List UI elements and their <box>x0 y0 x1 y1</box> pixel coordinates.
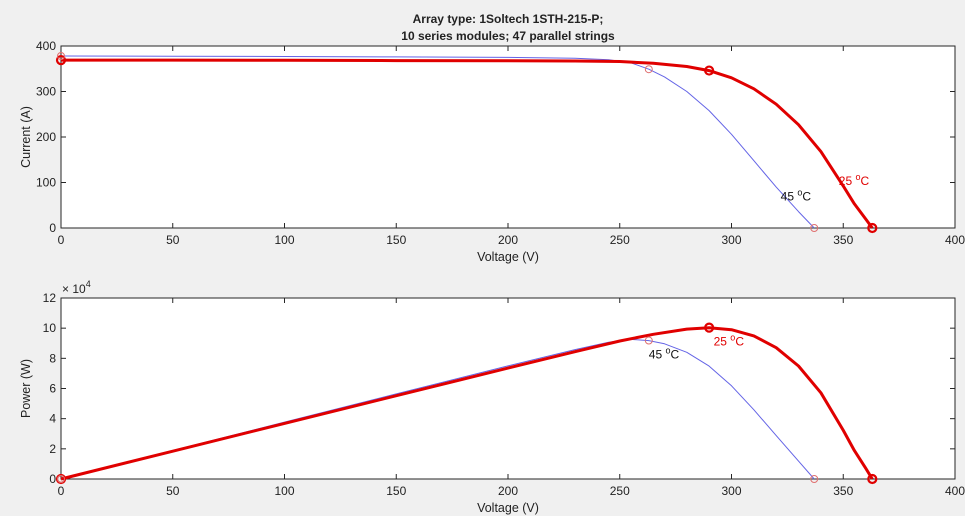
x-tick-label: 250 <box>610 233 630 247</box>
y-tick-label: 0 <box>49 472 56 486</box>
annotation-25-c: 25 oC <box>714 333 745 349</box>
series-line-45-c <box>60 55 815 229</box>
annotation-45-c: 45 oC <box>649 345 680 361</box>
y-axis-label: Current (A) <box>19 106 33 168</box>
marker-45-c <box>57 475 65 483</box>
y-axis-label: Power (W) <box>19 359 33 418</box>
iv-curve-chart: 0 50 100 150 200 250 300 350 400 0 100 200 300 400 Vol… <box>19 39 965 264</box>
figure-title-line-2: 10 series modules; 47 parallel strings <box>401 29 615 43</box>
annotation-25-c: 25 oC <box>839 172 870 188</box>
marker-25-c <box>55 55 67 66</box>
y-tick-label: 400 <box>36 39 56 53</box>
figure-title-line-1: Array type: 1Soltech 1STH-215-P; <box>413 12 604 26</box>
y-tick-label: 200 <box>36 130 56 144</box>
marker-45-c <box>644 336 653 345</box>
x-tick-label: 50 <box>166 233 180 247</box>
y-tick-label: 2 <box>49 442 56 456</box>
x-tick-label: 100 <box>274 233 294 247</box>
y-exponent-label: × 104 <box>62 279 91 296</box>
x-tick-label: 50 <box>166 484 180 498</box>
x-tick-label: 250 <box>610 484 630 498</box>
marker-45-c <box>810 475 819 483</box>
y-tick-label: 100 <box>36 176 56 190</box>
x-axis-label: Voltage (V) <box>477 501 539 515</box>
marker-45-c <box>57 52 65 61</box>
x-tick-label: 200 <box>498 233 518 247</box>
x-tick-label: 350 <box>833 233 853 247</box>
annotation-45-c: 45 oC <box>781 188 812 204</box>
y-tick-label: 12 <box>43 291 57 305</box>
y-tick-label: 0 <box>49 221 56 235</box>
x-tick-label: 150 <box>386 233 406 247</box>
y-tick-label: 10 <box>43 321 57 335</box>
series-line-45-c <box>60 338 815 480</box>
x-tick-label: 150 <box>386 484 406 498</box>
x-tick-label: 100 <box>274 484 294 498</box>
marker-45-c <box>810 224 819 232</box>
x-tick-label: 350 <box>833 484 853 498</box>
y-tick-label: 6 <box>49 382 56 396</box>
marker-25-c <box>704 322 715 333</box>
axes-box <box>60 297 956 480</box>
y-tick-label: 8 <box>49 351 56 365</box>
marker-25-c <box>704 65 715 76</box>
axes-box <box>60 45 956 229</box>
marker-25-c <box>867 222 878 234</box>
x-tick-label: 400 <box>945 233 965 247</box>
series-line-25-c <box>60 326 874 481</box>
x-tick-label: 300 <box>721 484 741 498</box>
y-tick-label: 4 <box>49 412 56 426</box>
x-tick-label: 0 <box>58 484 65 498</box>
x-tick-label: 0 <box>58 233 65 247</box>
pv-curve-chart: 0 50 100 150 200 250 300 350 400 0 2 4 6 8 10 12 × 104 Vo… <box>19 279 965 515</box>
x-axis-label: Voltage (V) <box>477 250 539 264</box>
x-tick-label: 400 <box>945 484 965 498</box>
marker-25-c <box>867 473 878 485</box>
marker-45-c <box>644 65 653 74</box>
x-tick-label: 300 <box>721 233 741 247</box>
x-tick-label: 200 <box>498 484 518 498</box>
series-line-25-c <box>61 58 874 229</box>
y-tick-label: 300 <box>36 85 56 99</box>
